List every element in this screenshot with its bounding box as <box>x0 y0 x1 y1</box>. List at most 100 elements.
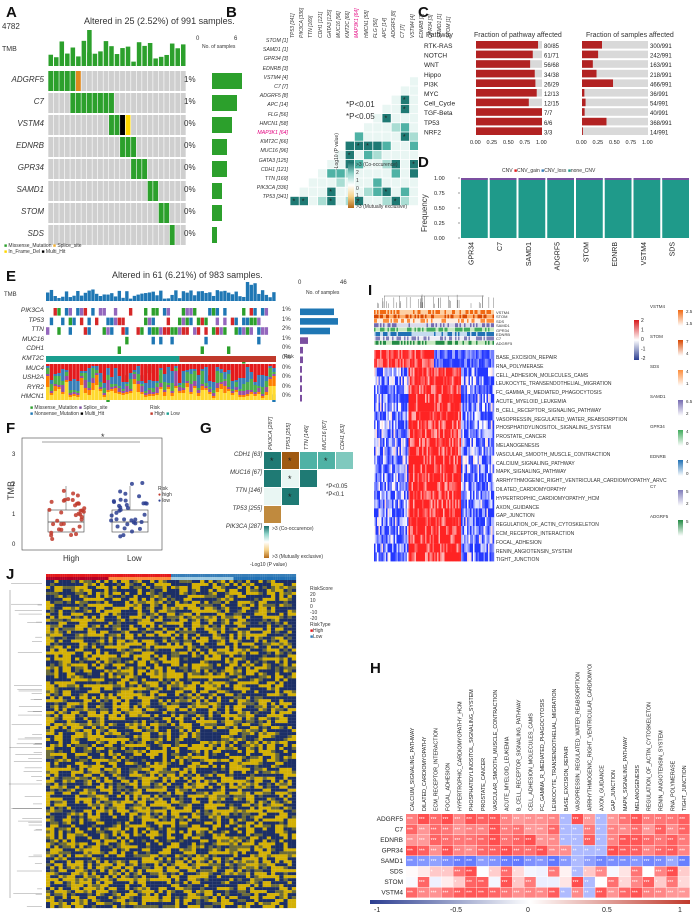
annot-cell <box>440 340 442 345</box>
heat-cell <box>389 376 391 386</box>
heat-cell <box>455 376 457 386</box>
score-cell <box>148 577 151 580</box>
heat-cell <box>62 594 67 598</box>
heat-cell <box>417 402 420 412</box>
heat-cell <box>390 482 393 491</box>
heat-cell <box>216 591 222 596</box>
cell <box>373 160 382 169</box>
heat-cell <box>488 420 490 430</box>
heat-cell <box>470 358 472 368</box>
tmb-bar <box>87 30 92 66</box>
heat-cell <box>378 490 381 500</box>
cell <box>336 160 345 169</box>
heat-cell <box>46 588 51 593</box>
samp-bar <box>582 127 583 135</box>
heat-cell <box>390 402 393 412</box>
heat-cell <box>386 420 388 430</box>
heat-cell <box>404 411 406 421</box>
heat-cell <box>116 609 122 613</box>
annot-cell <box>413 327 415 332</box>
heat-cell <box>87 606 92 610</box>
comp-seg <box>204 388 208 390</box>
heat-cell <box>441 429 444 439</box>
annot-cell <box>476 327 478 332</box>
cell <box>391 114 400 123</box>
heat-cell <box>414 499 417 509</box>
heat-cell <box>389 358 391 368</box>
panel-i-side-n-4: GPR34 <box>650 424 665 429</box>
panel-a-axis6: 6 <box>234 36 238 42</box>
heat-cell <box>431 517 433 527</box>
heat-cell <box>431 534 433 544</box>
samp-label: 368/991 <box>650 121 672 127</box>
cell <box>120 93 125 113</box>
annot-cell <box>396 314 398 319</box>
comp-seg <box>257 364 261 375</box>
heat-cell <box>401 420 403 430</box>
heat-cell <box>468 517 471 527</box>
cell <box>106 317 110 326</box>
annot-cell <box>434 318 436 323</box>
comp-seg <box>102 393 107 395</box>
annot-cell <box>411 310 413 314</box>
heat-cell <box>46 594 51 598</box>
heat-cell <box>450 367 453 377</box>
heat-cell <box>392 543 394 553</box>
heat-cell <box>414 552 417 562</box>
sig-mark: * <box>288 492 292 502</box>
cell <box>92 71 98 91</box>
ytick: 1.00 <box>434 176 445 182</box>
heat-cell <box>437 350 439 359</box>
annot-cell <box>426 318 428 323</box>
heat-cell <box>480 490 483 500</box>
heat-cell <box>468 473 471 483</box>
heat-cell <box>381 394 384 403</box>
legend-e-multihit: Multi_Hit <box>84 411 105 417</box>
heat-cell <box>429 543 432 553</box>
heat-cell <box>250 600 255 604</box>
panel-i-side-n-7: ADGRF5 <box>650 514 669 519</box>
annot-cell <box>408 327 410 332</box>
cell <box>382 141 391 150</box>
tmb-bar <box>215 290 220 301</box>
annot-cell <box>383 336 385 341</box>
heat-cell <box>137 580 142 584</box>
heat-cell <box>449 552 451 562</box>
comp-seg <box>136 366 140 374</box>
heat-cell <box>375 350 378 359</box>
panel-e-pct-2: 2% <box>282 326 291 333</box>
comp-seg <box>95 370 99 373</box>
heat-cell <box>266 597 272 601</box>
heat-cell <box>464 402 466 412</box>
heat-cell <box>437 438 439 447</box>
score-cell <box>143 577 147 580</box>
heat-cell <box>200 580 205 584</box>
annot-cell <box>395 310 397 314</box>
heat-cell <box>423 508 426 518</box>
heat-cell <box>66 609 72 613</box>
annot-cell <box>438 318 440 323</box>
heat-cell <box>419 358 421 368</box>
comp-seg <box>162 396 167 400</box>
side-bar <box>300 385 302 392</box>
annot-cell <box>386 318 388 323</box>
heat-cell <box>411 482 414 491</box>
annot-cell <box>447 336 449 341</box>
heat-cell <box>116 585 122 590</box>
comp-seg <box>117 394 122 400</box>
cell <box>373 169 382 178</box>
heat-cell <box>426 455 429 465</box>
risk-cell <box>98 574 101 577</box>
heat-cell <box>150 609 155 613</box>
comp-seg <box>185 372 189 381</box>
heat-cell <box>452 464 454 474</box>
comp-seg <box>196 390 201 393</box>
tmb-bar <box>175 48 180 66</box>
cell <box>410 141 418 150</box>
heat-cell <box>465 517 468 527</box>
panel-b-gene-7: APC [14] <box>267 102 288 109</box>
none-cnv <box>518 178 546 238</box>
heat-cell <box>482 438 484 447</box>
cell <box>114 115 120 135</box>
heat-cell <box>482 464 484 474</box>
